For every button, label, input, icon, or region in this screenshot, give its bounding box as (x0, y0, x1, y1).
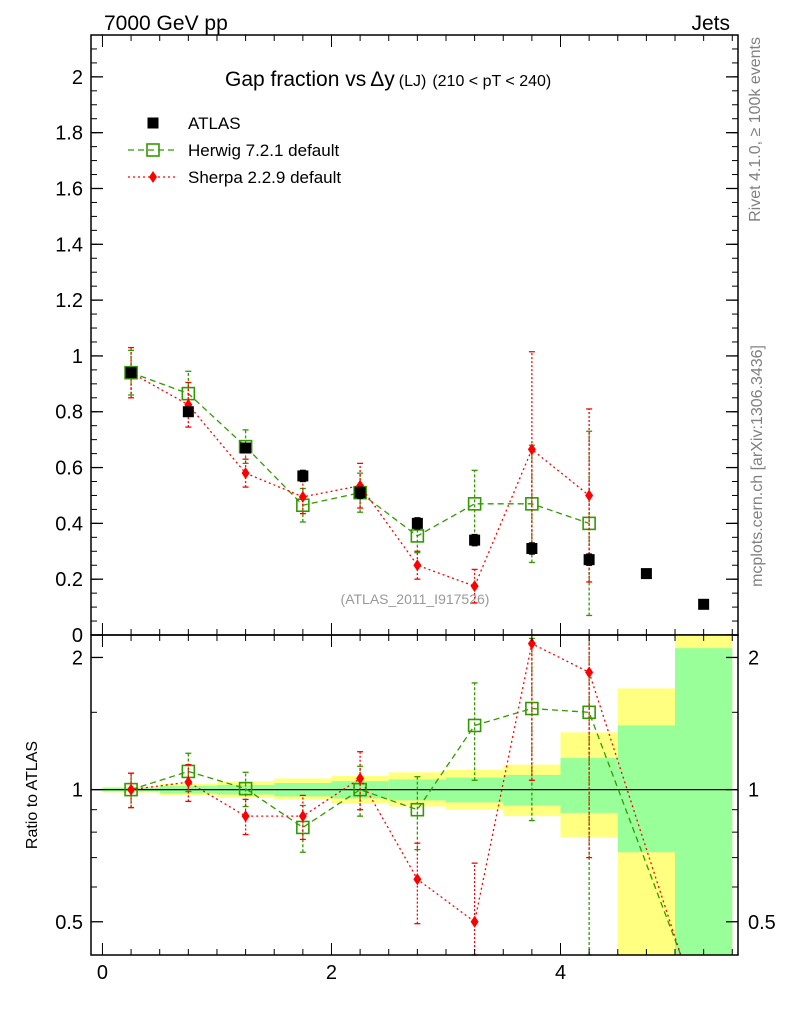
header-right: Jets (691, 12, 730, 35)
y-tick-label: 0.6 (55, 458, 83, 480)
ratio-sherpa-point (298, 810, 307, 823)
series-2 (127, 346, 594, 604)
y-tick-label: 1.4 (55, 234, 83, 256)
mcplots-label: mcplots.cern.ch [arXiv:1306.3436] (749, 345, 766, 587)
ratio-herwig-point (410, 802, 425, 817)
sherpa-point (241, 467, 250, 480)
y-tick-label: 0 (72, 625, 83, 647)
ratio-sherpa-point (127, 783, 136, 796)
ratio-frame (90, 634, 739, 956)
legend-marker-atlas (147, 117, 159, 129)
ratio-sherpa-point (413, 873, 422, 886)
legend-label-herwig: Herwig 7.2.1 default (188, 141, 339, 160)
ratio-sherpa-point (241, 810, 250, 823)
ratio-y-tick-label-right: 0.5 (748, 912, 776, 934)
sherpa-point (298, 490, 307, 503)
header-left: 7000 GeV pp (104, 12, 228, 35)
ratio-y-tick-label-right: 2 (748, 647, 759, 669)
ratio-ylabel: Ratio to ATLAS (24, 741, 41, 849)
legend-label-atlas: ATLAS (188, 114, 241, 133)
ratio-sherpa-point (356, 772, 365, 785)
atlas-point (125, 367, 137, 379)
atlas-point (182, 406, 194, 418)
y-tick-label: 1.8 (55, 123, 83, 145)
chart-title-tag: (LJ) (399, 73, 427, 90)
atlas-point (411, 517, 423, 529)
ratio-y-tick-label: 0.5 (55, 912, 83, 934)
ratio-sherpa-line (130, 642, 682, 956)
atlas-point (297, 470, 309, 482)
ratio-sherpa-point (184, 776, 193, 789)
series-0 (125, 367, 710, 610)
x-tick-label: 0 (97, 962, 108, 984)
atlas-point (469, 534, 481, 546)
ratio-herwig-point (238, 781, 253, 796)
ratio-sherpa-point (470, 915, 479, 928)
x-tick-label: 2 (326, 962, 337, 984)
atlas-point (526, 542, 538, 554)
atlas-point (698, 598, 710, 610)
chart-title-main: Gap fraction vs (225, 68, 366, 91)
watermark: (ATLAS_2011_I917526) (341, 591, 490, 607)
sherpa-point (413, 559, 422, 572)
y-tick-label: 0.4 (55, 513, 83, 535)
main-panel: 0 0.2 0.4 0.6 0.8 1 1.2 1.4 1.6 1.8 2 Gap fraction… (55, 34, 739, 647)
rivet-label: Rivet 4.1.0, ≥ 100k events (747, 37, 764, 222)
sherpa-point (527, 443, 536, 456)
atlas-point (583, 554, 595, 566)
chart-title: Gap fraction vs Δy (LJ) (210 < pT < 240) (225, 68, 551, 91)
ratio-panel: 0.5 0.5 1 1 2 2 0 2 4 Ratio to ATLAS (24, 634, 776, 984)
ratio-y-tick-label-right: 1 (748, 780, 759, 802)
x-tick-label: 4 (555, 962, 566, 984)
ratio-sherpa-point (527, 637, 536, 650)
green-band (617, 725, 676, 853)
y-tick-label: 2 (72, 67, 83, 89)
ratio-y-tick-label: 2 (72, 647, 83, 669)
green-band (675, 648, 733, 955)
herwig-point (410, 529, 425, 543)
legend: ATLAS Herwig 7.2.1 default Sherpa 2.2.9 de… (128, 114, 341, 187)
ratio-series-1 (127, 634, 682, 956)
atlas-point (640, 568, 652, 580)
herwig-point (467, 497, 482, 511)
chart-title-delta: Δy (370, 68, 395, 91)
y-tick-label: 1.6 (55, 178, 83, 200)
sherpa-point (585, 489, 594, 502)
y-tick-label: 0.2 (55, 569, 83, 591)
y-tick-label: 1.2 (55, 290, 83, 312)
ratio-y-tick-label: 1 (72, 780, 83, 802)
y-tick-label: 0.8 (55, 402, 83, 424)
ratio-sherpa-point (585, 666, 594, 679)
herwig-line (130, 372, 590, 537)
legend-label-sherpa: Sherpa 2.2.9 default (188, 168, 341, 187)
atlas-point (354, 487, 366, 499)
atlas-point (240, 442, 252, 454)
chart-title-range: (210 < pT < 240) (432, 73, 551, 90)
legend-marker-sherpa (149, 171, 157, 183)
ratio-herwig-point (582, 705, 596, 720)
legend-marker-herwig (146, 143, 160, 157)
sherpa-point (470, 580, 479, 593)
y-tick-label: 1 (72, 346, 83, 368)
ratio-herwig-point (467, 718, 482, 733)
